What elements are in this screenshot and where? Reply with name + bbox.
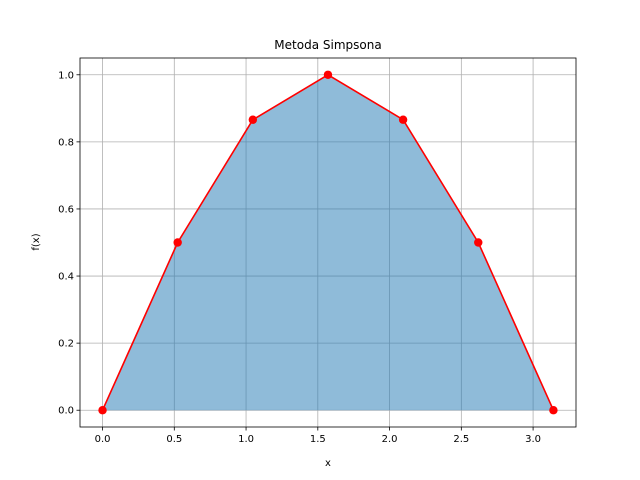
data-point	[98, 406, 107, 415]
marker-layer	[98, 70, 558, 415]
y-tick-label: 0.8	[58, 137, 74, 148]
data-point	[549, 406, 558, 415]
y-tick-label: 0.0	[58, 406, 74, 417]
x-axis-label: x	[325, 458, 331, 469]
y-tick-label: 1.0	[58, 70, 74, 81]
y-axis-label: f(x)	[31, 233, 42, 250]
data-point	[248, 115, 258, 124]
ticks: 0.0 0.5 1.0 1.5 2.0 2.5 3.0 0.0 0.2 0.4 0.6 0.8 1.0	[58, 70, 541, 445]
data-point	[173, 238, 182, 247]
y-tick-label: 0.4	[58, 272, 74, 283]
data-point	[474, 238, 483, 247]
data-point	[323, 70, 333, 79]
data-point	[398, 115, 408, 124]
chart-title: Metoda Simpsona	[274, 38, 381, 52]
x-tick-label: 2.0	[382, 434, 398, 445]
x-tick-label: 1.0	[238, 434, 254, 445]
x-tick-label: 1.5	[310, 434, 326, 445]
x-tick-label: 3.0	[525, 434, 541, 445]
x-tick-label: 2.5	[453, 434, 469, 445]
axes-frame	[79, 57, 577, 428]
area-fill	[102, 74, 554, 411]
area-fill-layer	[102, 74, 554, 411]
y-tick-label: 0.2	[58, 339, 74, 350]
y-tick-label: 0.6	[58, 204, 74, 215]
x-tick-label: 0.0	[95, 434, 111, 445]
x-tick-label: 0.5	[166, 434, 182, 445]
